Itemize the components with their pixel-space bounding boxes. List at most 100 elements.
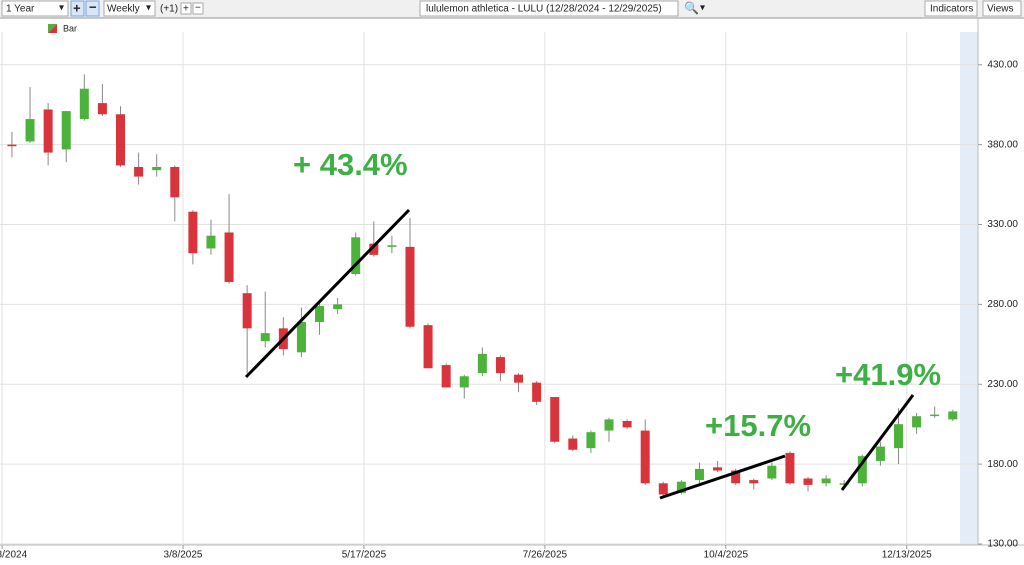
- annotation: +15.7%: [705, 408, 811, 443]
- symbol-box[interactable]: [419, 0, 679, 17]
- x-tick-label: 3/8/2025: [164, 550, 203, 561]
- candle-body: [604, 419, 614, 431]
- dropdown-arrow[interactable]: ▾: [700, 3, 705, 14]
- y-tick-label: 230.00: [987, 379, 1018, 390]
- candle-body: [7, 144, 17, 147]
- candle-body: [622, 420, 632, 428]
- candle-body: [803, 478, 813, 485]
- symbol-text: lululemon athletica - LULU (12/28/2024 -…: [426, 4, 662, 15]
- candle-body: [550, 397, 560, 442]
- candle-body: [785, 452, 795, 484]
- x-tick-label: 10/4/2025: [704, 550, 749, 561]
- candle-body: [97, 103, 107, 115]
- y-tick-label: 180.00: [987, 459, 1018, 470]
- candle-body: [893, 424, 903, 449]
- plus-icon: +: [183, 4, 189, 15]
- candle-body: [821, 478, 831, 484]
- candle-body: [713, 467, 723, 471]
- y-tick-label: 380.00: [987, 139, 1018, 150]
- candle-body: [676, 481, 686, 493]
- candle-body: [25, 119, 35, 142]
- candle-body: [912, 416, 922, 428]
- dropdown-arrow: ▾: [59, 3, 64, 14]
- candle-body: [387, 245, 397, 247]
- candle-body: [441, 365, 451, 388]
- candle-body: [532, 382, 542, 402]
- candle-body: [658, 483, 668, 495]
- candle-body: [857, 456, 867, 484]
- candle-body: [152, 166, 162, 171]
- x-tick-label: 12/13/2025: [882, 550, 932, 561]
- candle-body: [260, 333, 270, 342]
- offset-minus[interactable]: [192, 2, 204, 15]
- candle-body: [333, 304, 343, 310]
- candle-body: [640, 430, 650, 484]
- candle-body: [749, 480, 759, 484]
- candle-body: [206, 235, 216, 249]
- y-tick-label: 330.00: [987, 219, 1018, 230]
- y-tick-label: 130.00: [987, 539, 1018, 550]
- annotation: +41.9%: [835, 357, 941, 392]
- candle-body: [930, 414, 940, 417]
- candle-body: [694, 468, 704, 481]
- candle-body: [423, 325, 433, 369]
- trend-line: [244, 208, 411, 379]
- candle-body: [875, 446, 885, 461]
- x-tick-label: 5/17/2025: [342, 550, 387, 561]
- indicators-text: Indicators: [930, 4, 973, 15]
- grid: [0, 32, 982, 549]
- candle-body: [731, 470, 741, 484]
- candle-body: [170, 166, 180, 198]
- trend-lines: [244, 208, 915, 500]
- candle-body: [351, 237, 361, 275]
- annotation: + 43.4%: [293, 147, 408, 182]
- trend-line: [659, 454, 786, 500]
- candle-body: [315, 305, 325, 322]
- range-select[interactable]: [1, 0, 69, 17]
- candle-body: [767, 465, 777, 479]
- legend-swatch: [48, 24, 57, 33]
- candle-body: [242, 293, 252, 329]
- candle-body: [405, 246, 415, 327]
- minus-icon: −: [89, 0, 97, 14]
- candle-body: [568, 438, 578, 450]
- offset-plus[interactable]: [180, 2, 192, 15]
- zoom-in[interactable]: [70, 0, 85, 17]
- candle-body: [514, 374, 524, 383]
- candle-body: [369, 243, 379, 255]
- y-tick-label: 280.00: [987, 299, 1018, 310]
- candle-body: [586, 432, 596, 449]
- dropdown-arrow: ▾: [146, 3, 151, 14]
- range-text: 1 Year: [6, 4, 35, 15]
- candle-body: [43, 109, 53, 153]
- views-button[interactable]: [982, 0, 1022, 17]
- candle-body: [116, 114, 126, 166]
- candle-body: [948, 411, 958, 420]
- candle-body: [839, 483, 849, 485]
- candle-body: [61, 111, 71, 150]
- candle-body: [495, 357, 505, 374]
- interval-select[interactable]: [103, 0, 156, 17]
- indicators-button[interactable]: [924, 0, 978, 17]
- views-text: Views: [987, 4, 1014, 15]
- search-icon[interactable]: 🔍: [684, 0, 699, 15]
- offset-text: (+1): [160, 4, 178, 15]
- trend-line: [840, 394, 915, 491]
- candle-body: [134, 166, 144, 177]
- candle-body: [79, 88, 89, 120]
- future-shade: [960, 32, 978, 545]
- minus-icon: −: [195, 3, 201, 14]
- plus-icon: +: [73, 0, 81, 15]
- legend-label: Bar: [63, 23, 77, 33]
- x-tick-label: 12/28/2024: [0, 550, 28, 561]
- candle-body: [224, 232, 234, 283]
- plot: [7, 74, 958, 497]
- candle-body: [459, 376, 469, 388]
- zoom-out[interactable]: [85, 0, 100, 17]
- x-tick-label: 7/26/2025: [523, 550, 568, 561]
- candle-body: [188, 211, 198, 254]
- candle-body: [477, 353, 487, 374]
- y-tick-label: 430.00: [987, 59, 1018, 70]
- interval-text: Weekly: [107, 4, 140, 15]
